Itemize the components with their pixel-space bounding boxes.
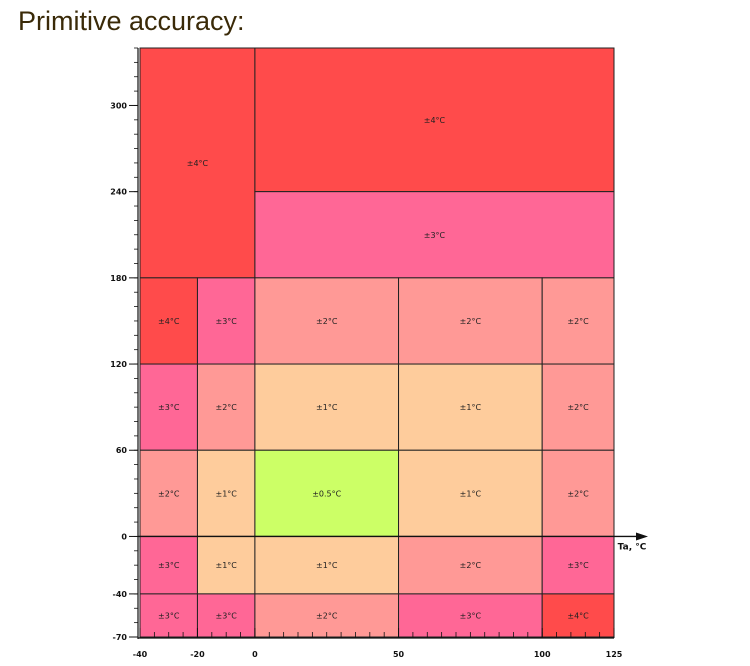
- region-cell: [139, 449, 198, 537]
- region-cell: [541, 277, 615, 365]
- region-cell: [139, 593, 198, 638]
- region-cells: ±4°C ±4°C ±3°C ±4°C ±3°C ±2°C ±2°C ±2°C ±3°C ±2°C…: [139, 47, 615, 638]
- region-cell: [196, 593, 256, 638]
- region-label: ±2°C: [460, 561, 482, 570]
- region-cell: [254, 191, 615, 279]
- x-tick-label: -40: [133, 650, 148, 659]
- region-label: ±4°C: [567, 611, 589, 620]
- region-label: ±4°C: [158, 317, 180, 326]
- region-cell: [398, 449, 543, 537]
- region-cell: [541, 363, 615, 451]
- x-axis-arrow: [636, 532, 648, 541]
- x-tick-label: -20: [190, 650, 205, 659]
- region-label: ±1°C: [316, 403, 338, 412]
- y-tick-label: -40: [113, 590, 128, 599]
- region-label: ±1°C: [460, 403, 482, 412]
- region-label: ±1°C: [460, 489, 482, 498]
- x-axis-title: Ta, °C: [618, 542, 647, 552]
- axes: -70 -40 0 60 120 180 240 300 Ta, °C -40 -20 0 50 100 1…: [110, 47, 648, 659]
- region-label: ±2°C: [158, 489, 180, 498]
- y-tick-label: -70: [113, 633, 128, 642]
- region-label: ±3°C: [424, 231, 446, 240]
- region-label: ±1°C: [316, 561, 338, 570]
- region-label: ±2°C: [460, 317, 482, 326]
- region-label: ±3°C: [158, 561, 180, 570]
- region-cell: [254, 449, 400, 537]
- region-label: ±2°C: [567, 403, 589, 412]
- region-label: ±3°C: [215, 317, 237, 326]
- y-tick-label: 120: [110, 360, 127, 369]
- region-label: ±3°C: [158, 403, 180, 412]
- region-cell: [139, 363, 198, 451]
- region-label: ±1°C: [215, 489, 237, 498]
- x-tick-label: 125: [606, 650, 623, 659]
- region-cell: [541, 449, 615, 537]
- region-cell: [398, 277, 543, 365]
- region-label: ±3°C: [158, 611, 180, 620]
- y-tick-label: 240: [110, 188, 127, 197]
- region-cell: [196, 363, 256, 451]
- region-cell: [541, 593, 615, 638]
- region-cell: [398, 535, 543, 595]
- region-cell: [139, 535, 198, 595]
- region-label: ±0.5°C: [312, 489, 341, 498]
- y-tick-label: 60: [116, 446, 128, 455]
- region-label: ±2°C: [215, 403, 237, 412]
- region-cell: [398, 363, 543, 451]
- region-label: ±2°C: [316, 317, 338, 326]
- region-label: ±1°C: [215, 561, 237, 570]
- region-cell: [196, 449, 256, 537]
- x-tick-label: 0: [252, 650, 258, 659]
- region-label: ±2°C: [316, 611, 338, 620]
- y-tick-label: 180: [110, 274, 127, 283]
- region-cell: [254, 593, 400, 638]
- x-tick-label: 50: [393, 650, 405, 659]
- region-label: ±2°C: [567, 489, 589, 498]
- region-label: ±3°C: [567, 561, 589, 570]
- region-label: ±3°C: [215, 611, 237, 620]
- x-tick-label: 100: [534, 650, 551, 659]
- chart-title: Primitive accuracy:: [18, 6, 245, 36]
- region-label: ±4°C: [187, 159, 209, 168]
- region-label: ±4°C: [424, 116, 446, 125]
- region-cell: [139, 47, 256, 279]
- y-tick-label: 300: [110, 101, 127, 110]
- region-label: ±3°C: [460, 611, 482, 620]
- region-cell: [254, 47, 615, 193]
- region-label: ±2°C: [567, 317, 589, 326]
- y-tick-label: 0: [121, 532, 127, 541]
- region-cell: [541, 535, 615, 595]
